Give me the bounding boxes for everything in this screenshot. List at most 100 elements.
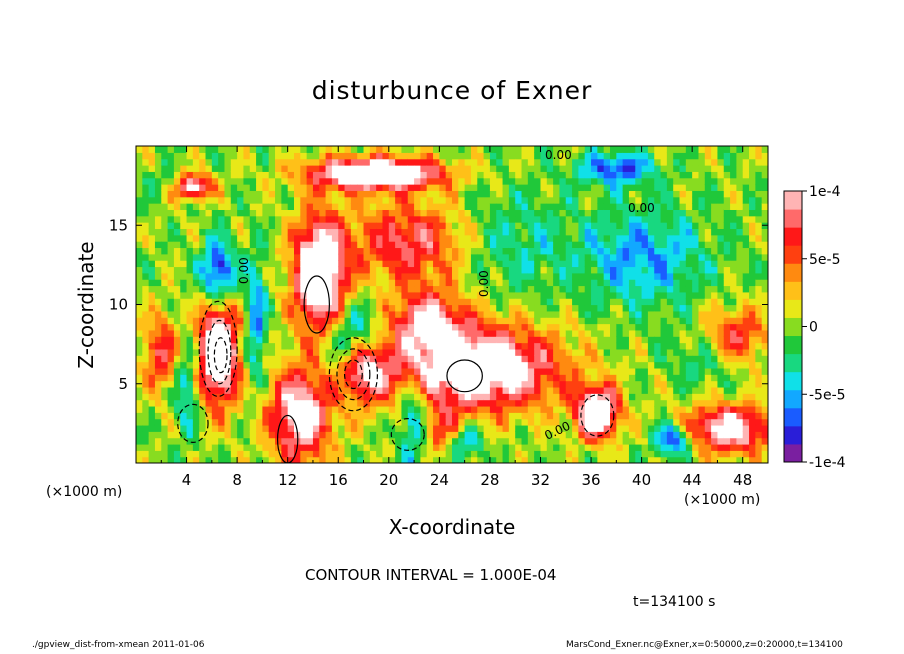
heatmap-cell	[426, 336, 434, 344]
heatmap-cell	[300, 184, 308, 191]
heatmap-cell	[420, 209, 428, 217]
heatmap-cell	[610, 171, 617, 179]
heatmap-cell	[470, 317, 478, 325]
heatmap-cell	[287, 196, 295, 204]
heatmap-cell	[211, 165, 219, 172]
heatmap-cell	[173, 431, 181, 439]
heatmap-cell	[527, 222, 535, 230]
heatmap-cell	[641, 310, 649, 318]
heatmap-cell	[496, 152, 504, 160]
heatmap-cell	[521, 253, 529, 261]
heatmap-cell	[256, 234, 263, 242]
heatmap-cell	[338, 329, 346, 337]
heatmap-cell	[698, 437, 706, 445]
heatmap-cell	[610, 285, 617, 293]
heatmap-cell	[237, 431, 245, 439]
heatmap-cell	[622, 399, 630, 407]
heatmap-cell	[679, 298, 687, 306]
heatmap-cell	[401, 323, 409, 331]
heatmap-cell	[540, 431, 548, 439]
heatmap-cell	[654, 184, 662, 191]
heatmap-cell	[698, 266, 706, 274]
heatmap-cell	[742, 228, 750, 236]
heatmap-cell	[540, 329, 548, 337]
heatmap-cell	[591, 146, 598, 153]
heatmap-cell	[218, 437, 226, 445]
heatmap-cell	[673, 285, 681, 293]
heatmap-cell	[350, 228, 358, 236]
heatmap-cell	[717, 342, 725, 350]
heatmap-cell	[407, 272, 415, 280]
heatmap-cell	[306, 355, 314, 363]
heatmap-cell	[167, 272, 175, 280]
heatmap-cell	[433, 336, 440, 344]
heatmap-cell	[167, 393, 175, 401]
heatmap-cell	[376, 158, 384, 166]
heatmap-cell	[755, 367, 763, 375]
heatmap-cell	[546, 412, 554, 420]
heatmap-cell	[654, 323, 662, 331]
heatmap-cell	[610, 209, 617, 217]
heatmap-cell	[477, 171, 485, 179]
heatmap-cell	[540, 298, 548, 306]
heatmap-cell	[344, 203, 352, 210]
heatmap-cell	[344, 310, 352, 318]
heatmap-cell	[565, 418, 573, 426]
heatmap-cell	[736, 443, 744, 451]
heatmap-cell	[470, 241, 478, 249]
heatmap-cell	[433, 266, 440, 274]
heatmap-cell	[603, 348, 611, 356]
heatmap-cell	[287, 431, 295, 439]
heatmap-cell	[452, 171, 459, 179]
heatmap-cell	[331, 209, 339, 217]
heatmap-cell	[698, 215, 706, 223]
heatmap-cell	[180, 317, 188, 325]
heatmap-cell	[357, 209, 365, 217]
heatmap-cell	[749, 234, 756, 242]
heatmap-cell	[654, 222, 662, 230]
heatmap-cell	[192, 298, 200, 306]
heatmap-cell	[622, 285, 630, 293]
heatmap-cell	[610, 374, 617, 382]
heatmap-cell	[673, 443, 681, 451]
heatmap-cell	[597, 336, 605, 344]
heatmap-cell	[186, 361, 194, 369]
heatmap-cell	[647, 424, 655, 432]
heatmap-cell	[654, 405, 662, 413]
heatmap-cell	[521, 361, 529, 369]
heatmap-cell	[489, 361, 497, 369]
heatmap-cell	[723, 196, 731, 204]
heatmap-cell	[641, 215, 649, 223]
heatmap-cell	[761, 196, 768, 204]
heatmap-cell	[508, 146, 516, 153]
heatmap-cell	[527, 323, 535, 331]
heatmap-cell	[420, 380, 428, 388]
heatmap-cell	[426, 215, 434, 223]
heatmap-cell	[262, 266, 270, 274]
heatmap-cell	[414, 222, 421, 230]
heatmap-cell	[167, 152, 175, 160]
heatmap-cell	[199, 266, 207, 274]
heatmap-cell	[268, 424, 276, 432]
heatmap-cell	[452, 291, 459, 299]
heatmap-cell	[736, 355, 744, 363]
heatmap-cell	[338, 323, 346, 331]
heatmap-cell	[414, 177, 421, 185]
heatmap-cell	[553, 329, 561, 337]
heatmap-cell	[477, 209, 485, 217]
heatmap-cell	[470, 152, 478, 160]
heatmap-cell	[148, 380, 156, 388]
heatmap-cell	[300, 412, 308, 420]
heatmap-cell	[742, 152, 750, 160]
heatmap-cell	[464, 146, 472, 153]
heatmap-cell	[603, 196, 611, 204]
heatmap-cell	[742, 361, 750, 369]
heatmap-cell	[218, 165, 226, 172]
heatmap-cell	[344, 336, 352, 344]
heatmap-cell	[685, 203, 693, 210]
heatmap-cell	[489, 443, 497, 451]
heatmap-cell	[597, 272, 605, 280]
heatmap-cell	[559, 386, 567, 394]
heatmap-cell	[458, 298, 466, 306]
heatmap-cell	[205, 241, 213, 249]
